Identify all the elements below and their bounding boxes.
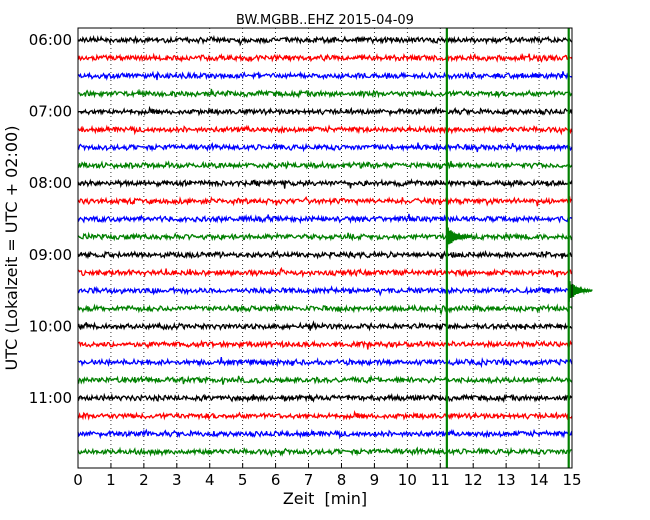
x-tick-label-2: 2 [139, 471, 149, 489]
trace-0800 [77, 178, 573, 189]
trace-0730 [77, 141, 573, 153]
y-tick-label-0: 06:00 [29, 31, 72, 49]
y-tick-label-1: 07:00 [29, 103, 72, 121]
x-axis-label: Zeit [min] [283, 489, 367, 508]
x-tick-label-6: 6 [271, 471, 281, 489]
x-tick-label-3: 3 [172, 471, 182, 489]
x-tick-label-10: 10 [398, 471, 417, 489]
trace-1015 [78, 339, 573, 350]
x-tick-label-9: 9 [370, 471, 380, 489]
x-tick-label-5: 5 [238, 471, 248, 489]
trace-0830 [77, 213, 573, 225]
trace-0615 [77, 52, 573, 63]
y-axis: 06:00 07:00 08:00 09:00 10:00 11:00 [29, 31, 83, 407]
x-tick-label-4: 4 [205, 471, 215, 489]
plot-frame [77, 27, 573, 469]
x-tick-label-11: 11 [431, 471, 450, 489]
trace-0645 [77, 88, 573, 99]
y-axis-label: UTC (Lokalzeit = UTC + 02:00) [2, 126, 21, 371]
y-tick-label-3: 09:00 [29, 246, 72, 264]
trace-0630 [77, 70, 573, 81]
trace-0945 [77, 303, 573, 316]
trace-1115 [77, 409, 573, 421]
trace-1030 [77, 356, 573, 369]
x-tick-label-15: 15 [562, 471, 581, 489]
x-tick-label-8: 8 [337, 471, 347, 489]
trace-1130 [77, 428, 573, 440]
trace-1100 [77, 392, 573, 404]
x-tick-label-7: 7 [304, 471, 314, 489]
y-tick-label-2: 08:00 [29, 174, 72, 192]
grid [78, 28, 572, 468]
x-tick-label-0: 0 [73, 471, 83, 489]
trace-0900 [77, 249, 573, 261]
chart-title: BW.MGBB..EHZ 2015-04-09 [236, 13, 414, 28]
trace-0930 [77, 285, 573, 297]
trace-0600 [77, 34, 573, 47]
trace-1000 [77, 320, 573, 332]
trace-1045 [77, 374, 573, 385]
event-burst-1 [567, 281, 593, 302]
trace-0915 [77, 266, 572, 278]
y-tick-label-4: 10:00 [29, 317, 72, 335]
y-tick-label-5: 11:00 [29, 389, 72, 407]
event-markers [445, 28, 593, 468]
x-axis: 0 1 2 3 4 5 6 7 8 9 10 11 12 13 14 15 [73, 463, 582, 489]
trace-0700 [77, 105, 573, 118]
x-tick-label-1: 1 [106, 471, 116, 489]
traces [77, 34, 573, 458]
x-tick-label-14: 14 [530, 471, 549, 489]
trace-1145 [77, 446, 573, 458]
trace-0845 [77, 231, 573, 242]
trace-0715 [77, 124, 573, 136]
trace-0815 [77, 196, 573, 207]
x-tick-label-12: 12 [464, 471, 483, 489]
trace-0745 [78, 160, 573, 171]
event-burst-0 [446, 227, 471, 249]
x-tick-label-13: 13 [497, 471, 516, 489]
